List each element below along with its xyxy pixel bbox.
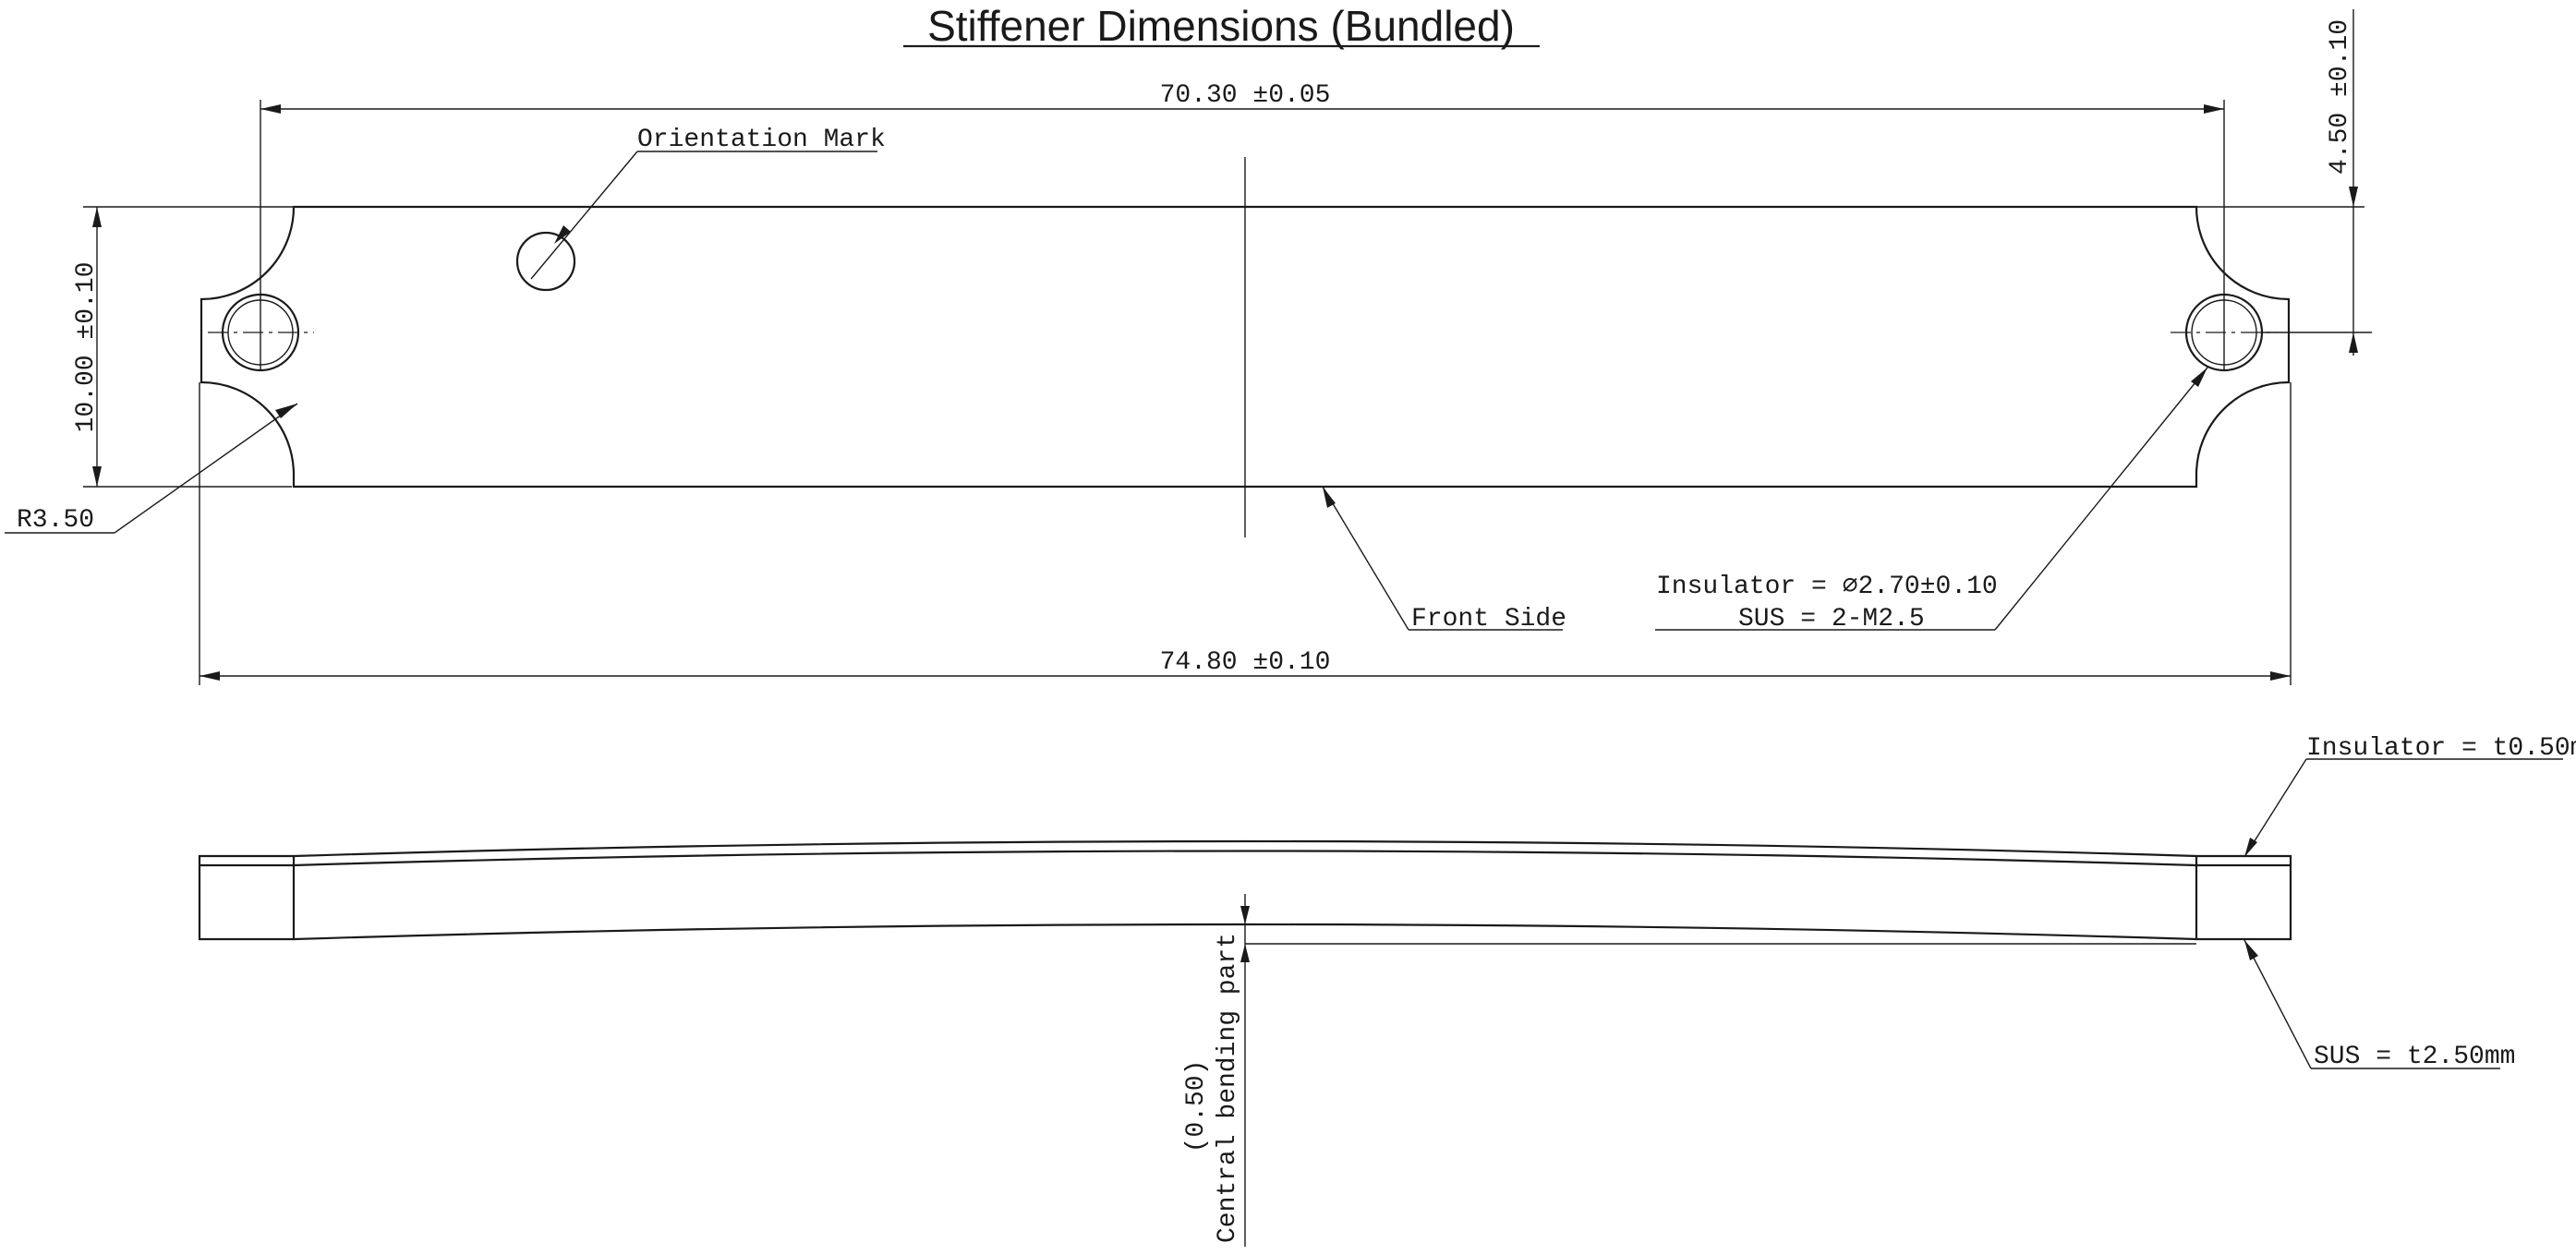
arrow-length-right (2270, 671, 2291, 681)
arrow-bending-top (1240, 906, 1250, 924)
leader-radius (114, 403, 298, 534)
callout-orientation-mark: Orientation Mark (637, 126, 886, 154)
callout-central-bending: Central bending part (1214, 933, 1242, 1243)
callout-hole-insulator: Insulator = ∅2.70±0.10 (1656, 573, 1998, 601)
callout-sus-thickness: SUS = t2.50mm (2314, 1043, 2515, 1071)
arrow-height-bottom (92, 466, 102, 487)
arrow-hole (2191, 368, 2207, 387)
arrow-offset-top (2349, 187, 2358, 207)
part-outline (200, 205, 2291, 489)
arrow-insulator-thickness (2244, 838, 2257, 857)
dim-corner-radius: R3.50 (17, 506, 94, 535)
orientation-mark (515, 231, 576, 292)
dim-overall-length: 74.80 ±0.10 (1160, 648, 1331, 677)
insulator-layer (198, 839, 2292, 867)
arrow-front-side (1323, 487, 1336, 508)
side-view: (0.50) Central bending part Insulator = … (198, 734, 2576, 1247)
dim-hole-offset: 4.50 ±0.10 (2326, 19, 2354, 175)
arrow-orientation (554, 225, 571, 244)
arrow-pitch-right (2204, 104, 2224, 114)
callout-hole-sus: SUS = 2-M2.5 (1738, 605, 1925, 634)
arrow-offset-bottom (2349, 332, 2358, 353)
arrow-sus-thickness (2244, 940, 2258, 960)
leader-hole (1994, 367, 2208, 631)
drawing-title: Stiffener Dimensions (Bundled) (927, 2, 1515, 50)
arrow-radius (275, 404, 297, 418)
callout-insulator-thickness: Insulator = t0.50mm (2306, 734, 2576, 763)
top-view: 70.30 ±0.05 74.80 ±0.10 10.00 ±0.10 4.50… (5, 9, 2372, 685)
arrow-pitch-left (260, 104, 281, 114)
dim-hole-pitch: 70.30 ±0.05 (1160, 81, 1331, 110)
leader-orientation (530, 151, 638, 280)
arrow-bending-bottom (1240, 944, 1250, 962)
leader-sus-thickness (2243, 939, 2312, 1069)
dim-height: 10.00 ±0.10 (72, 262, 101, 433)
arrow-length-left (200, 671, 220, 681)
dim-bending: (0.50) (1182, 1060, 1211, 1153)
arrow-height-top (92, 207, 102, 227)
callout-front-side: Front Side (1411, 605, 1566, 634)
leader-front-side (1322, 486, 1409, 631)
